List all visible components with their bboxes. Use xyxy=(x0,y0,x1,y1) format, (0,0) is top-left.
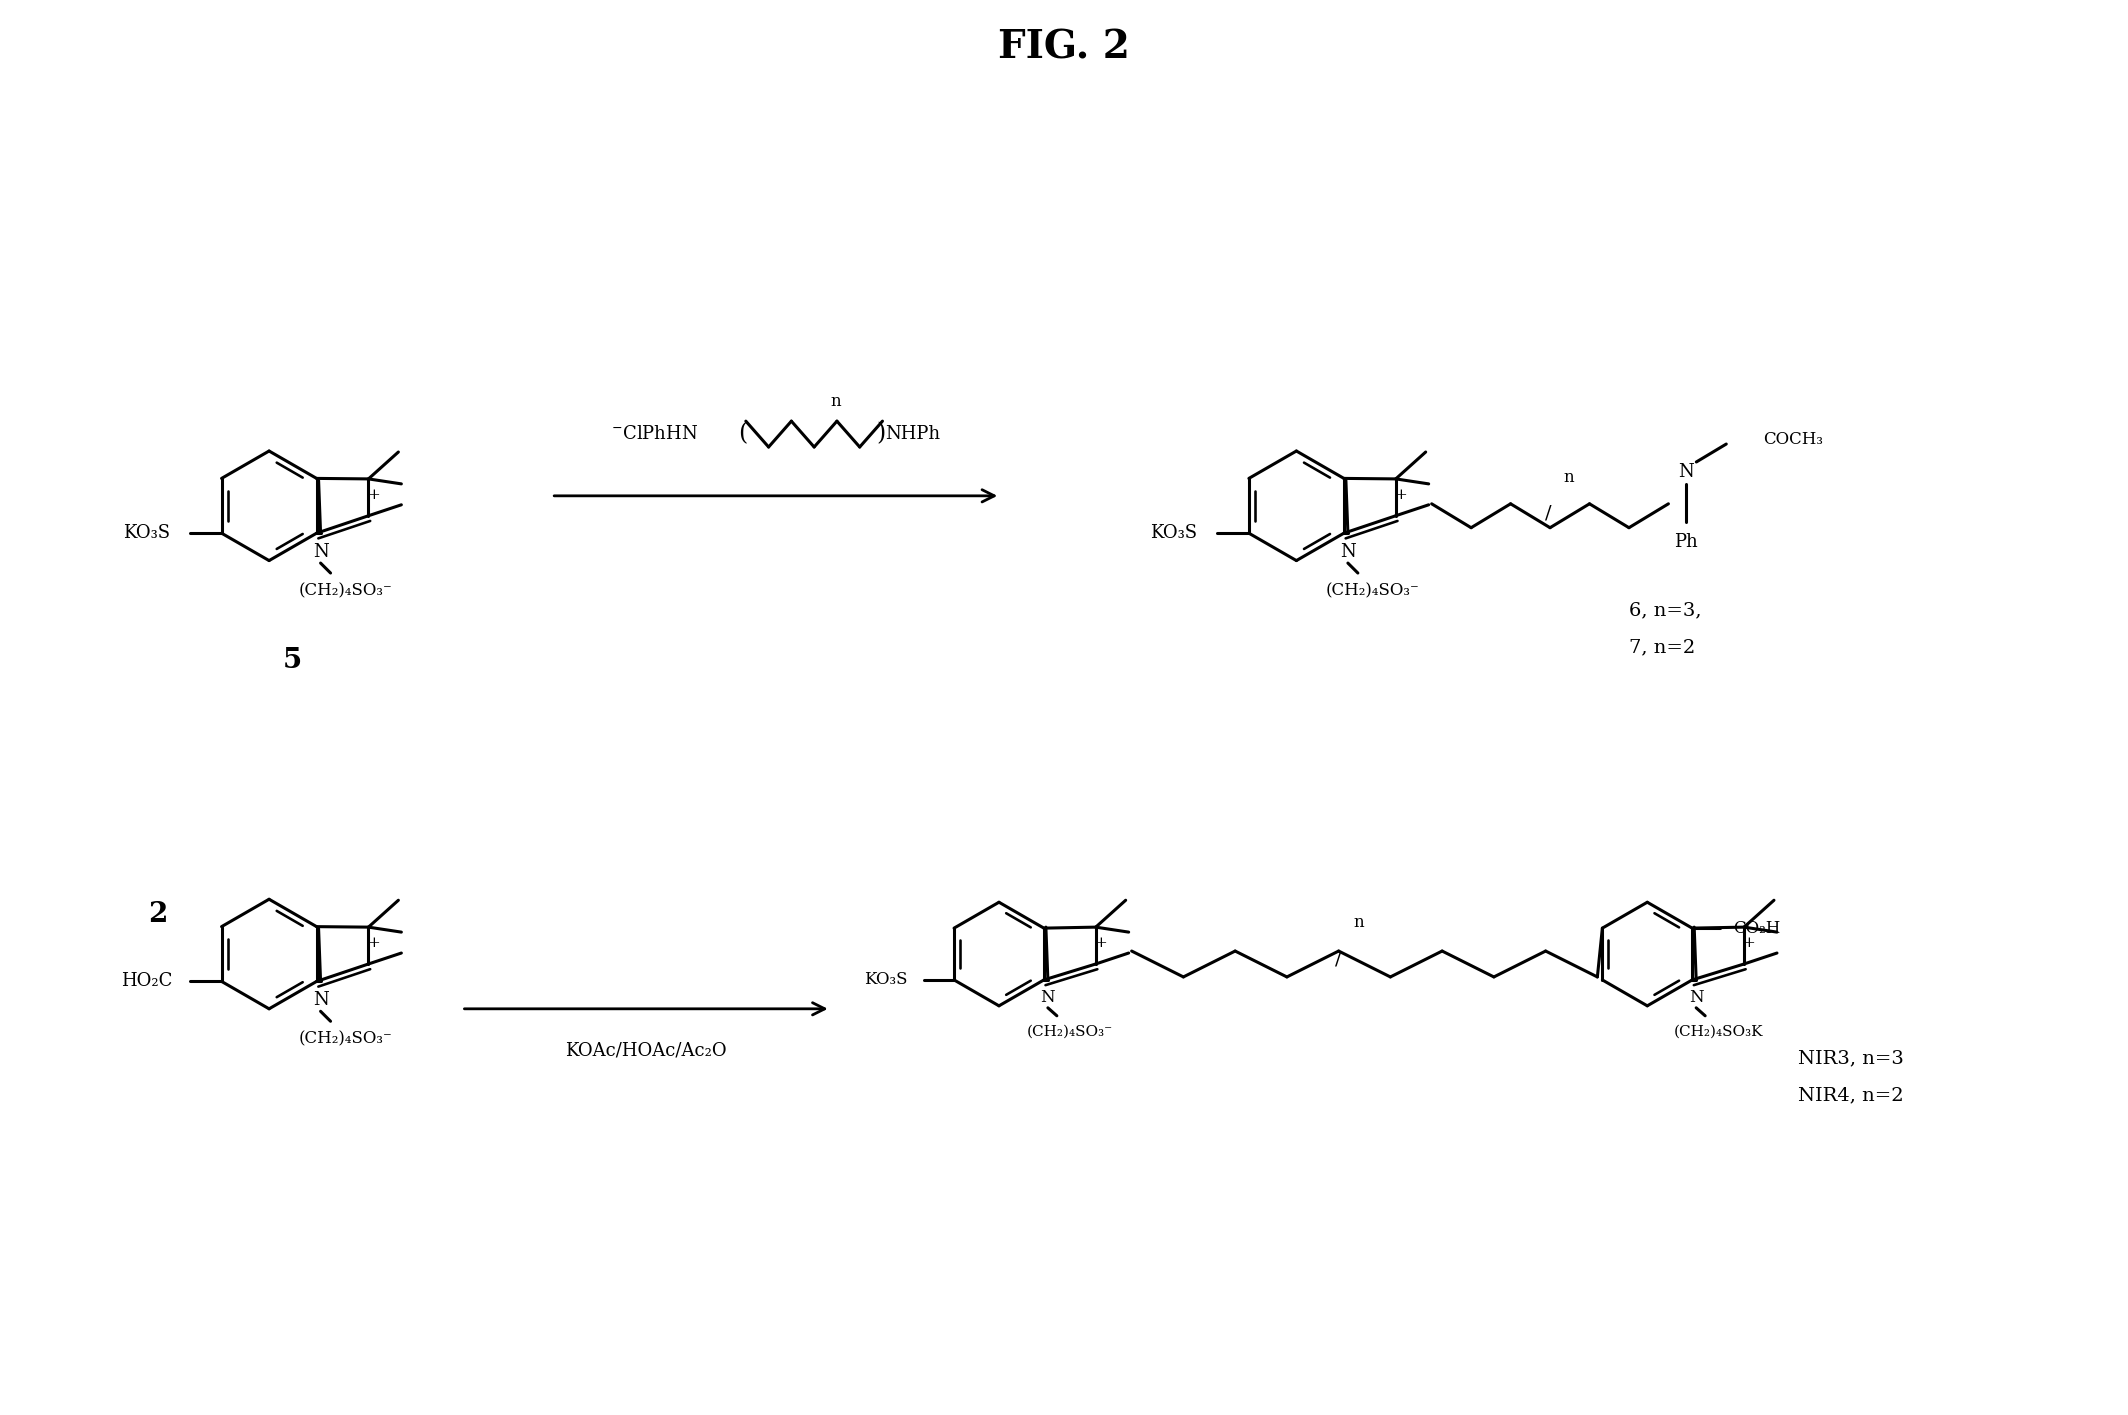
Text: (CH₂)₄SO₃⁻: (CH₂)₄SO₃⁻ xyxy=(298,583,392,600)
Text: KO₃S: KO₃S xyxy=(864,972,909,989)
Text: +: + xyxy=(1743,937,1756,949)
Text: N: N xyxy=(313,543,328,562)
Text: 2: 2 xyxy=(147,901,168,928)
Text: 7, n=2: 7, n=2 xyxy=(1628,638,1694,657)
Text: NHPh: NHPh xyxy=(885,424,941,443)
Text: 6, n=3,: 6, n=3, xyxy=(1628,601,1700,620)
Text: $^{-}$ClPhHN: $^{-}$ClPhHN xyxy=(611,424,698,443)
Text: N: N xyxy=(1679,463,1694,481)
Text: n: n xyxy=(1564,470,1575,487)
Text: 5: 5 xyxy=(283,647,302,674)
Text: COCH₃: COCH₃ xyxy=(1764,430,1824,447)
Text: (CH₂)₄SO₃⁻: (CH₂)₄SO₃⁻ xyxy=(298,1030,392,1047)
Text: N: N xyxy=(1041,989,1055,1006)
Text: (: ( xyxy=(738,423,747,446)
Text: NIR4, n=2: NIR4, n=2 xyxy=(1798,1087,1905,1105)
Text: N: N xyxy=(1341,543,1356,562)
Text: FIG. 2: FIG. 2 xyxy=(998,28,1130,67)
Text: +: + xyxy=(366,937,379,949)
Text: KO₃S: KO₃S xyxy=(1151,524,1198,542)
Text: +: + xyxy=(1394,488,1407,502)
Text: ): ) xyxy=(877,423,885,446)
Text: +: + xyxy=(366,488,379,502)
Text: N: N xyxy=(1690,989,1705,1006)
Text: n: n xyxy=(830,393,841,410)
Text: +: + xyxy=(1094,937,1107,949)
Text: Ph: Ph xyxy=(1675,532,1698,550)
Text: (CH₂)₄SO₃⁻: (CH₂)₄SO₃⁻ xyxy=(1026,1024,1113,1039)
Text: HO₂C: HO₂C xyxy=(121,972,172,990)
Text: n: n xyxy=(1353,914,1364,931)
Text: KOAc/HOAc/Ac₂O: KOAc/HOAc/Ac₂O xyxy=(566,1041,728,1060)
Text: CO₂H: CO₂H xyxy=(1734,920,1781,937)
Text: (CH₂)₄SO₃K: (CH₂)₄SO₃K xyxy=(1673,1024,1762,1039)
Text: /: / xyxy=(1545,505,1551,522)
Text: NIR3, n=3: NIR3, n=3 xyxy=(1798,1050,1905,1067)
Text: KO₃S: KO₃S xyxy=(123,524,170,542)
Text: /: / xyxy=(1336,949,1343,968)
Text: N: N xyxy=(313,992,328,1009)
Text: (CH₂)₄SO₃⁻: (CH₂)₄SO₃⁻ xyxy=(1326,583,1419,600)
